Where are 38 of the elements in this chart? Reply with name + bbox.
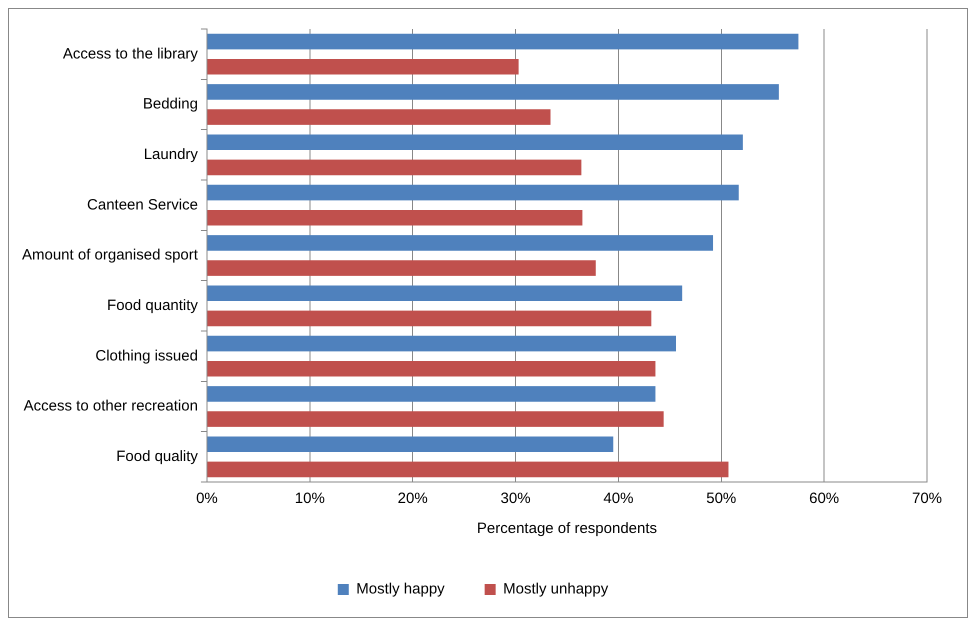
y-tick-label: Access to other recreation: [24, 398, 198, 415]
x-tick-label: 70%: [912, 490, 942, 508]
bar: [207, 436, 614, 452]
x-tick-label: 40%: [603, 490, 634, 508]
x-tick-label: 50%: [706, 490, 736, 508]
y-tick-label: Access to the library: [62, 45, 198, 62]
x-tick-label: 10%: [294, 490, 325, 508]
y-tick-label: Laundry: [144, 146, 198, 163]
bar: [207, 134, 743, 150]
y-tick-label: Amount of organised sport: [22, 246, 199, 264]
y-tick-label: Food quality: [116, 448, 198, 465]
legend-label: Mostly happy: [356, 580, 446, 598]
bar: [207, 462, 728, 478]
y-tick-label: Canteen Service: [87, 196, 198, 214]
bar: [207, 210, 582, 226]
x-axis-title: Percentage of respondents: [476, 520, 658, 538]
bar: [207, 184, 739, 200]
bar: [207, 109, 551, 125]
x-tick-label: 60%: [809, 490, 840, 508]
bar: [207, 360, 656, 377]
bar: [207, 58, 519, 75]
y-tick-label: Food quantity: [107, 296, 198, 314]
bar: [207, 310, 652, 326]
bar: [207, 84, 779, 100]
bar: [207, 336, 676, 352]
x-tick-label: 0%: [196, 490, 218, 508]
bar: [207, 260, 596, 276]
y-tick-label: Bedding: [142, 96, 198, 113]
bar: [207, 411, 664, 427]
bar: [207, 34, 798, 50]
bar: [207, 235, 714, 251]
x-tick-label: 20%: [398, 490, 428, 508]
bar: [207, 386, 656, 402]
bar: [207, 285, 682, 302]
x-tick-label: 30%: [500, 490, 531, 508]
legend-label: Mostly unhappy: [503, 580, 609, 598]
y-tick-label: Clothing issued: [95, 347, 198, 364]
bar: [207, 160, 582, 176]
